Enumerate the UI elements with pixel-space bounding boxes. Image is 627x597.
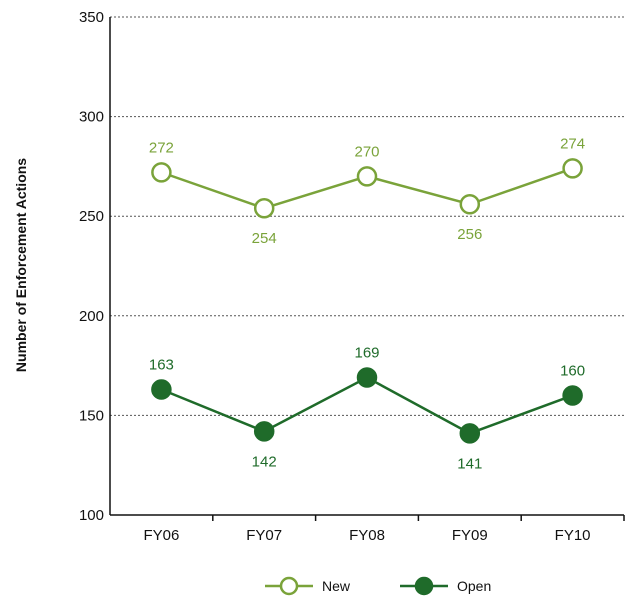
data-label-open: 169 <box>354 345 379 362</box>
data-label-new: 270 <box>354 143 379 160</box>
data-point-new <box>151 162 172 183</box>
data-point-new <box>459 193 481 215</box>
legend-marker <box>414 576 434 596</box>
data-label-new: 274 <box>560 135 585 152</box>
gridlines <box>110 16 624 416</box>
legend-item-new: New <box>265 576 351 596</box>
data-label-new: 254 <box>252 230 277 247</box>
legend-marker <box>279 576 299 596</box>
data-label-open: 142 <box>252 453 277 470</box>
data-point-new <box>253 197 275 219</box>
data-point-open <box>253 421 275 442</box>
data-label-new: 272 <box>149 139 174 156</box>
legend-item-open: Open <box>400 576 491 596</box>
data-point-open <box>356 367 378 388</box>
data-point-open <box>459 423 481 444</box>
y-axis-title: Number of Enforcement Actions <box>13 158 29 372</box>
data-point-open <box>562 385 583 406</box>
x-tick-label-FY09: FY09 <box>452 527 488 544</box>
legend: New Open <box>265 576 491 596</box>
y-tick-label-150: 150 <box>79 407 104 424</box>
y-tick-label-350: 350 <box>79 9 104 26</box>
data-point-open <box>151 379 172 400</box>
x-tick-label-FY06: FY06 <box>143 527 179 544</box>
y-tick-label-300: 300 <box>79 109 104 126</box>
series-layer: 272 254 270 256 274 163 142 169 141 160 <box>149 135 585 472</box>
x-tick-label-FY07: FY07 <box>246 527 282 544</box>
data-point-new <box>356 166 378 187</box>
y-tick-label-100: 100 <box>79 507 104 524</box>
data-point-new <box>562 158 583 179</box>
x-tick-label-FY08: FY08 <box>349 527 385 544</box>
data-label-open: 163 <box>149 357 174 374</box>
axes: 100 150 200 250 300 350 FY06 FY07 FY08 FY09 FY10 <box>79 9 625 544</box>
data-label-open: 141 <box>457 455 482 472</box>
legend-label: Open <box>457 578 491 594</box>
legend-label: New <box>322 578 351 594</box>
data-label-open: 160 <box>560 362 585 379</box>
y-tick-label-200: 200 <box>79 308 104 325</box>
y-tick-label-250: 250 <box>79 208 104 225</box>
x-tick-label-FY10: FY10 <box>555 527 591 544</box>
data-label-new: 256 <box>457 226 482 243</box>
